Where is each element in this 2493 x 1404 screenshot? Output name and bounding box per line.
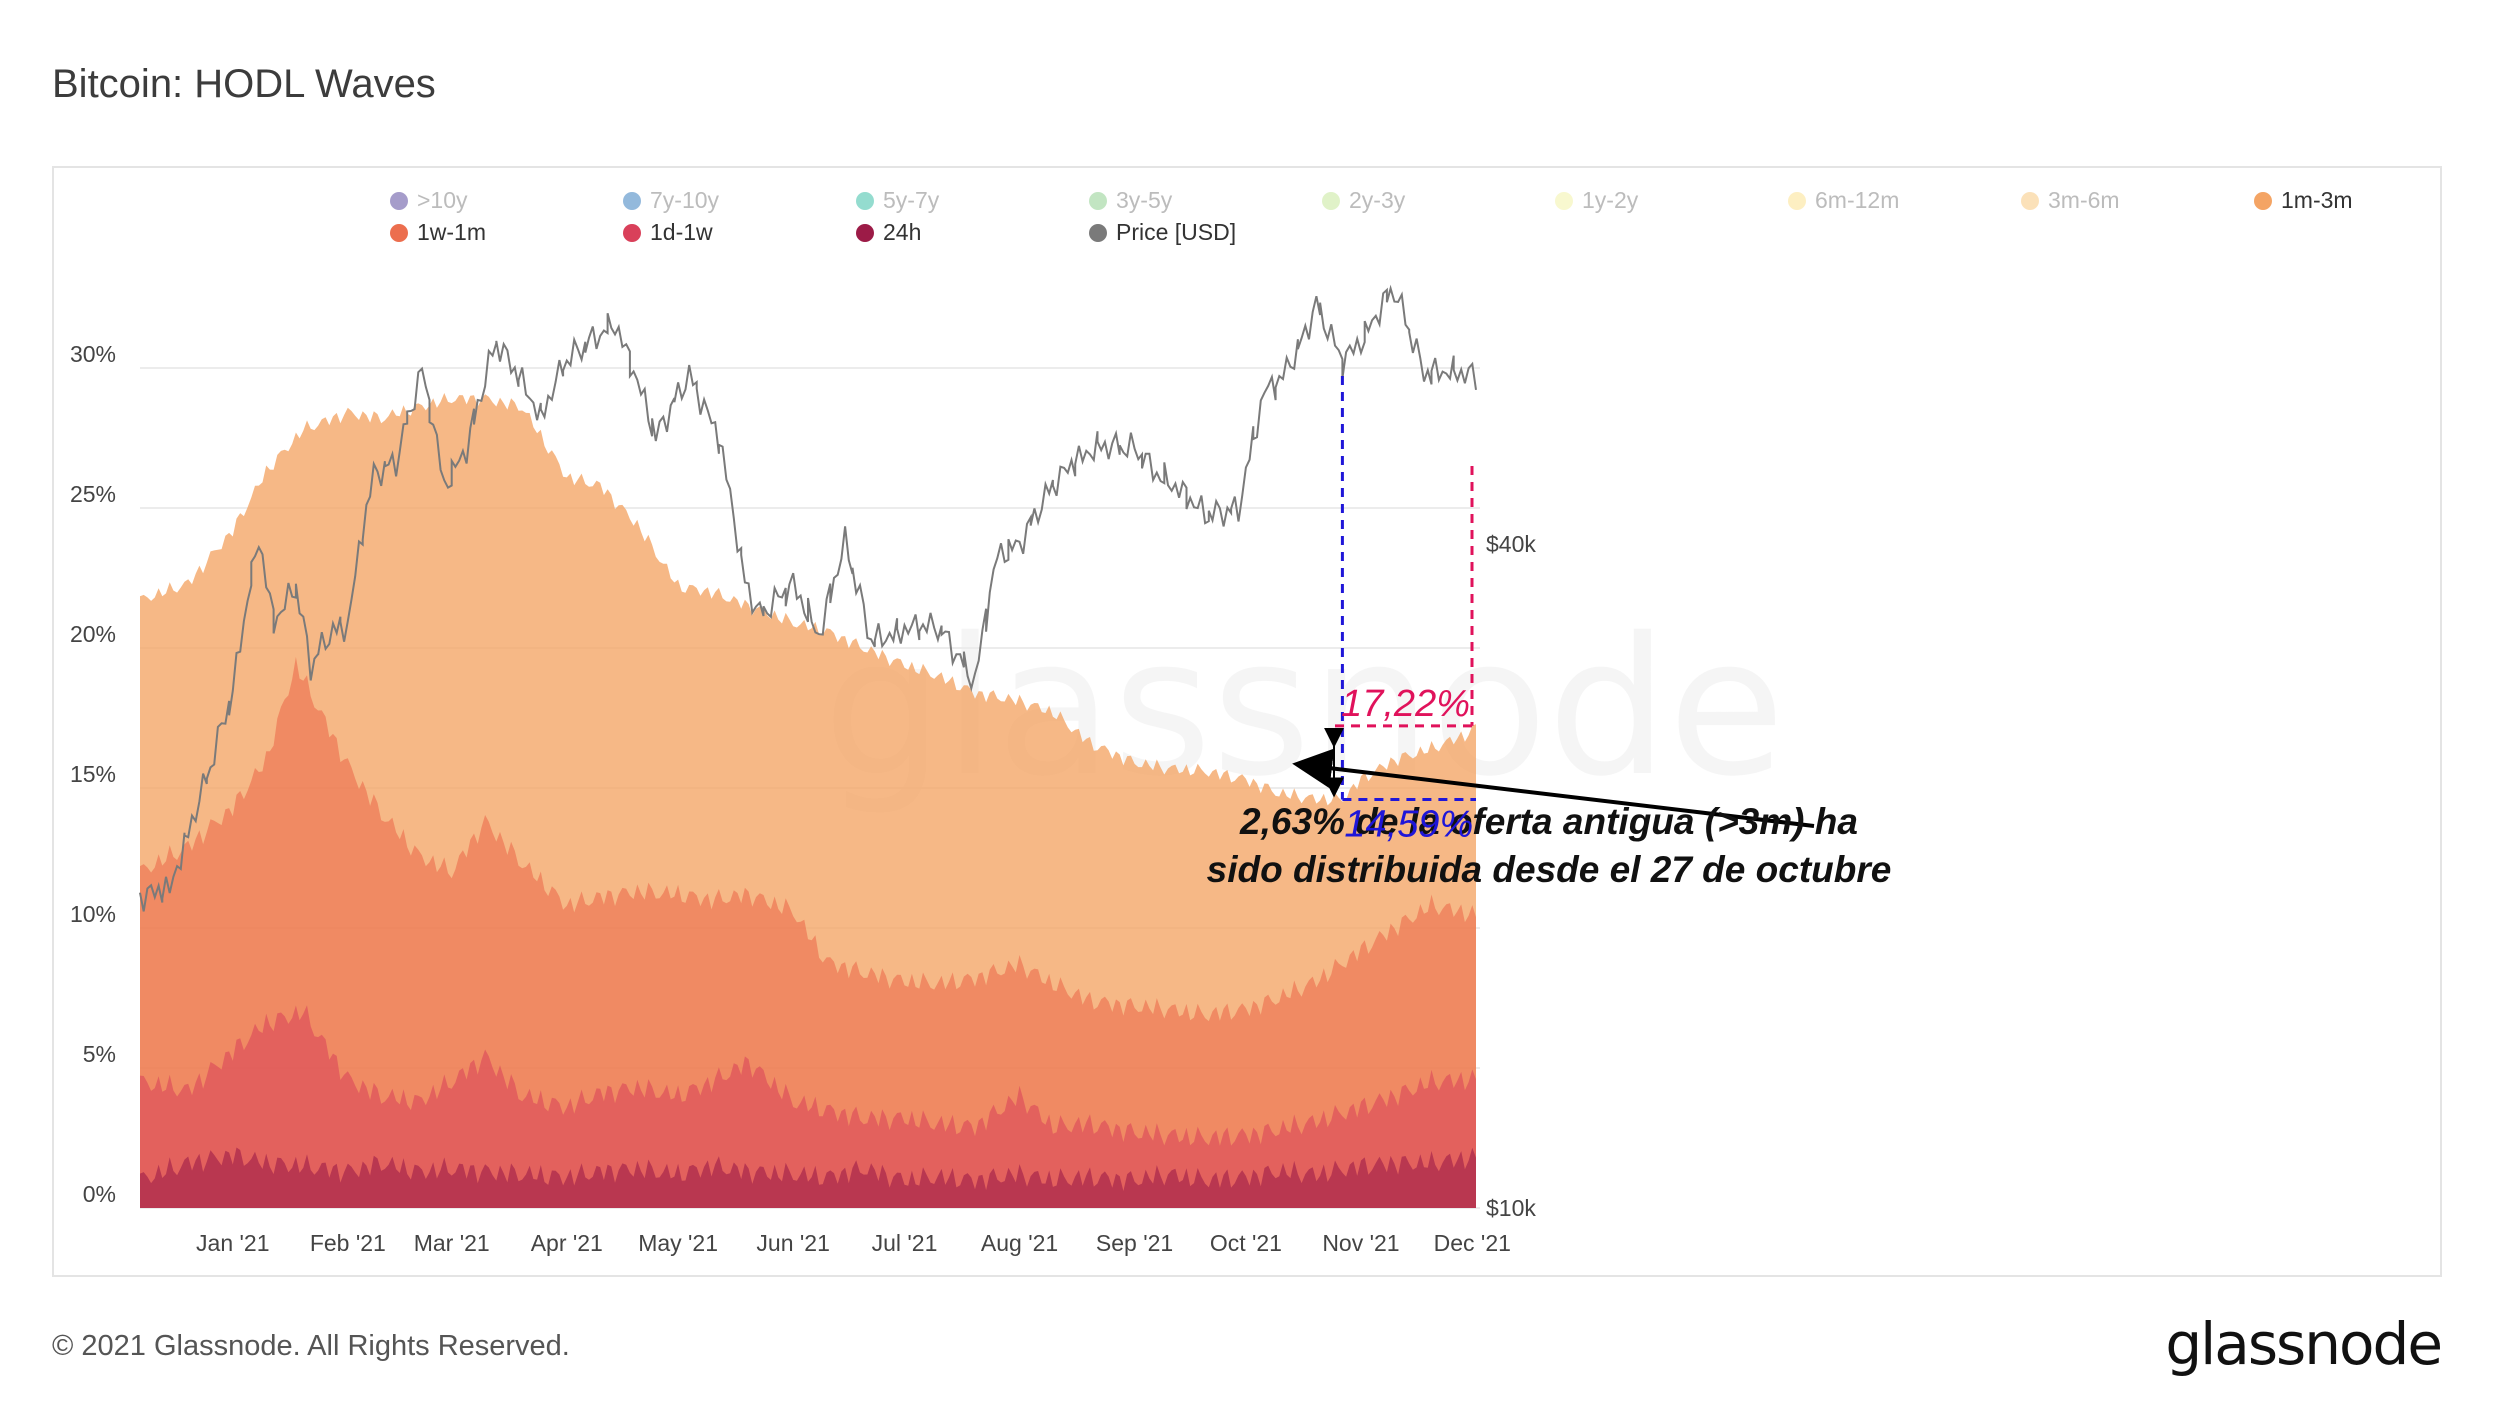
legend-swatch: [1089, 192, 1107, 210]
legend-item-3y-5y[interactable]: 3y-5y: [1089, 187, 1173, 213]
legend-swatch: [2254, 192, 2272, 210]
legend-label: >10y: [417, 187, 468, 213]
y-tick-label: 15%: [70, 761, 116, 787]
legend-swatch: [623, 224, 641, 242]
legend-item-5y-7y[interactable]: 5y-7y: [856, 187, 940, 213]
legend-label: 2y-3y: [1349, 187, 1406, 213]
legend-item-24h[interactable]: 24h: [856, 219, 921, 245]
legend-label: 1y-2y: [1582, 187, 1639, 213]
legend-label: Price [USD]: [1116, 219, 1236, 245]
area-24h: [140, 1147, 1476, 1208]
legend-item-6m-12m[interactable]: 6m-12m: [1788, 187, 1899, 213]
y-right-tick-label: $10k: [1486, 1195, 1536, 1221]
legend-swatch: [856, 192, 874, 210]
legend-item-10y[interactable]: >10y: [390, 187, 468, 213]
legend-swatch: [1322, 192, 1340, 210]
end-value-label: 17,22%: [1341, 683, 1470, 725]
y-tick-label: 20%: [70, 621, 116, 647]
y-axis-left: 0% 5% 10% 15% 20% 25% 30%: [70, 341, 116, 1207]
legend-item-price-usd[interactable]: Price [USD]: [1089, 219, 1236, 245]
area-layer: [140, 393, 1476, 1208]
legend-item-2y-3y[interactable]: 2y-3y: [1322, 187, 1406, 213]
annotations: 2,63% de la oferta antigua (>3m) ha sido …: [1207, 376, 1892, 890]
y-right-tick-label: $40k: [1486, 531, 1536, 557]
legend-swatch: [856, 224, 874, 242]
legend-label: 5y-7y: [883, 187, 940, 213]
price-layer: [139, 284, 1477, 912]
price-line: [139, 284, 1477, 912]
legend-item-3m-6m[interactable]: 3m-6m: [2021, 187, 2120, 213]
x-tick-label: Jun '21: [756, 1230, 829, 1256]
y-tick-label: 10%: [70, 901, 116, 927]
legend-swatch: [623, 192, 641, 210]
x-tick-label: Nov '21: [1322, 1230, 1399, 1256]
legend-label: 1w-1m: [417, 219, 486, 245]
legend-swatch: [2021, 192, 2039, 210]
y-tick-label: 0%: [83, 1181, 116, 1207]
legend-item-7y-10y[interactable]: 7y-10y: [623, 187, 720, 213]
start-value-label: 14,59%: [1344, 803, 1473, 845]
legend-label: 24h: [883, 219, 921, 245]
x-axis: Jan '21 Feb '21 Mar '21 Apr '21 May '21 Jun '…: [196, 1230, 1511, 1256]
x-tick-label: Mar '21: [414, 1230, 490, 1256]
pointer-arrow: [1292, 748, 1815, 828]
legend[interactable]: >10y 7y-10y 5y-7y 3y-5y 2y-3y 1y-2y 6m-12m 3m-6…: [390, 187, 2353, 245]
legend-swatch: [1089, 224, 1107, 242]
y-tick-label: 30%: [70, 341, 116, 367]
legend-swatch: [1555, 192, 1573, 210]
chart-frame: glassnode 0% 5% 10% 15% 20% 25% 30% $10k $40k J…: [52, 166, 2442, 1277]
x-tick-label: Apr '21: [531, 1230, 603, 1256]
x-tick-label: May '21: [638, 1230, 718, 1256]
legend-item-1y-2y[interactable]: 1y-2y: [1555, 187, 1639, 213]
y-tick-label: 5%: [83, 1041, 116, 1067]
chart-svg: glassnode 0%5%10%15%20%25%30% $10k$40k J…: [70, 187, 2353, 1256]
x-tick-label: Oct '21: [1210, 1230, 1282, 1256]
legend-item-1w-1m[interactable]: 1w-1m: [390, 219, 486, 245]
x-tick-label: Dec '21: [1434, 1230, 1511, 1256]
legend-swatch: [390, 224, 408, 242]
annotation-line-2: sido distribuida desde el 27 de octubre: [1207, 849, 1892, 890]
annotation-line-1: 2,63% de la oferta antigua (>3m) ha: [1239, 801, 1858, 842]
legend-label: 1m-3m: [2281, 187, 2353, 213]
y-tick-label: 25%: [70, 481, 116, 507]
x-tick-label: Aug '21: [981, 1230, 1058, 1256]
copyright-text: © 2021 Glassnode. All Rights Reserved.: [52, 1330, 570, 1362]
glassnode-logo: glassnode: [2165, 1310, 2443, 1378]
legend-swatch: [390, 192, 408, 210]
x-tick-label: Sep '21: [1096, 1230, 1173, 1256]
legend-label: 3y-5y: [1116, 187, 1173, 213]
x-tick-label: Jul '21: [872, 1230, 938, 1256]
legend-item-1d-1w[interactable]: 1d-1w: [623, 219, 713, 245]
page-title: Bitcoin: HODL Waves: [52, 62, 436, 106]
x-tick-label: Jan '21: [196, 1230, 269, 1256]
x-tick-label: Feb '21: [310, 1230, 386, 1256]
legend-label: 7y-10y: [650, 187, 720, 213]
legend-item-1m-3m[interactable]: 1m-3m: [2254, 187, 2353, 213]
legend-swatch: [1788, 192, 1806, 210]
legend-label: 6m-12m: [1815, 187, 1899, 213]
area-1d-1w: [140, 1005, 1476, 1208]
y-axis-right: $10k $40k: [1486, 531, 1536, 1221]
legend-label: 3m-6m: [2048, 187, 2120, 213]
legend-label: 1d-1w: [650, 219, 713, 245]
